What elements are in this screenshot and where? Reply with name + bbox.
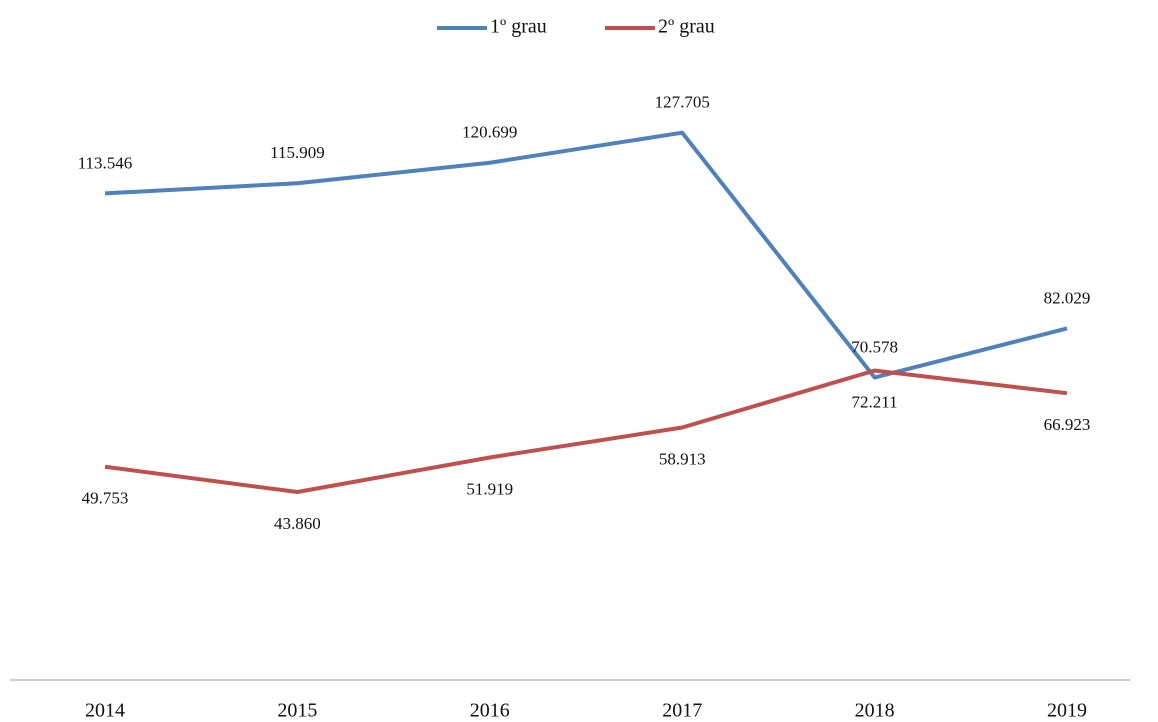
data-label: 66.923 <box>1044 415 1091 434</box>
data-label: 115.909 <box>270 143 325 162</box>
x-tick-label: 2017 <box>662 700 702 722</box>
line <box>104 368 1068 495</box>
x-tick-label: 2016 <box>470 700 510 722</box>
data-label: 82.029 <box>1044 288 1091 307</box>
data-label: 49.753 <box>82 489 129 508</box>
x-tick-label: 2019 <box>1047 700 1087 722</box>
data-label: 72.211 <box>852 392 898 411</box>
data-label: 58.913 <box>659 449 706 468</box>
data-label: 113.546 <box>78 153 133 172</box>
data-label: 127.705 <box>655 93 710 112</box>
x-tick-label: 2014 <box>85 700 125 722</box>
data-label: 120.699 <box>462 123 517 142</box>
data-label: 51.919 <box>466 479 513 498</box>
data-label: 70.578 <box>851 337 898 356</box>
line <box>104 130 1068 380</box>
x-tick-label: 2018 <box>855 700 895 722</box>
data-label: 43.860 <box>274 514 321 533</box>
legend-label: 2º grau <box>658 16 715 38</box>
x-tick-label: 2015 <box>277 700 317 722</box>
legend-label: 1º grau <box>490 16 547 38</box>
